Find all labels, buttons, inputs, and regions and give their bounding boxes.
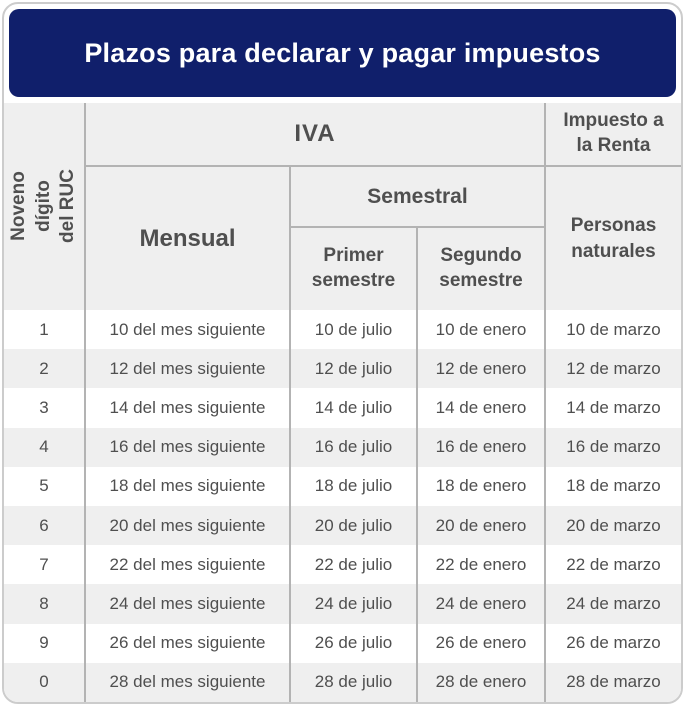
cell-iva-segundo-semestre: 14 de enero (416, 388, 544, 428)
cell-iva-mensual: 24 del mes siguiente (84, 584, 289, 624)
cell-renta-personas-naturales: 20 de marzo (544, 506, 681, 546)
table-row: 1 10 del mes siguiente 10 de julio 10 de… (4, 310, 681, 350)
cell-iva-mensual: 20 del mes siguiente (84, 506, 289, 546)
cell-renta-personas-naturales: 28 de marzo (544, 662, 681, 702)
cell-renta-personas-naturales: 26 de marzo (544, 623, 681, 663)
cell-iva-primer-semestre: 24 de julio (289, 584, 416, 624)
table-header: Noveno dígito del RUC IVA Impuesto a la … (4, 103, 681, 310)
header-personas-naturales-label: Personas naturales (570, 214, 657, 262)
table-row: 8 24 del mes siguiente 24 de julio 24 de… (4, 584, 681, 624)
header-group-impuesto-renta: Impuesto a la Renta (544, 103, 681, 167)
cell-iva-mensual: 12 del mes siguiente (84, 349, 289, 389)
header-primer-semestre-label: Primer semestre (311, 245, 396, 291)
cell-renta-personas-naturales: 12 de marzo (544, 349, 681, 389)
header-ruc-ninth-digit: Noveno dígito del RUC (4, 103, 84, 310)
cell-iva-segundo-semestre: 12 de enero (416, 349, 544, 389)
cell-renta-personas-naturales: 14 de marzo (544, 388, 681, 428)
cell-iva-mensual: 18 del mes siguiente (84, 466, 289, 507)
cell-iva-primer-semestre: 16 de julio (289, 427, 416, 467)
header-segundo-semestre-label: Segundo semestre (439, 245, 523, 291)
cell-iva-primer-semestre: 28 de julio (289, 662, 416, 702)
cell-iva-segundo-semestre: 22 de enero (416, 545, 544, 585)
cell-iva-mensual: 16 del mes siguiente (84, 427, 289, 467)
cell-ruc-digit: 8 (39, 594, 49, 614)
header-primer-semestre: Primer semestre (289, 228, 416, 310)
table-row: 5 18 del mes siguiente 18 de julio 18 de… (4, 466, 681, 507)
table-row: 9 26 del mes siguiente 26 de julio 26 de… (4, 623, 681, 663)
cell-renta-personas-naturales: 10 de marzo (544, 310, 681, 350)
title-banner: Plazos para declarar y pagar impuestos (9, 9, 676, 97)
table-row: 7 22 del mes siguiente 22 de julio 22 de… (4, 545, 681, 585)
cell-iva-mensual: 10 del mes siguiente (84, 310, 289, 350)
table-row: 2 12 del mes siguiente 12 de julio 12 de… (4, 349, 681, 389)
header-group-semestral: Semestral (289, 167, 544, 228)
cell-ruc-digit: 9 (39, 633, 49, 653)
page-title: Plazos para declarar y pagar impuestos (84, 37, 601, 68)
cell-iva-primer-semestre: 22 de julio (289, 545, 416, 585)
cell-iva-mensual: 22 del mes siguiente (84, 545, 289, 585)
table-row: 4 16 del mes siguiente 16 de julio 16 de… (4, 427, 681, 467)
table-row: 6 20 del mes siguiente 20 de julio 20 de… (4, 506, 681, 546)
cell-renta-personas-naturales: 24 de marzo (544, 584, 681, 624)
cell-iva-mensual: 26 del mes siguiente (84, 623, 289, 663)
table-row: 3 14 del mes siguiente 14 de julio 14 de… (4, 388, 681, 428)
cell-iva-segundo-semestre: 26 de enero (416, 623, 544, 663)
header-group-impuesto-renta-label: Impuesto a la Renta (563, 110, 664, 156)
table-body: 1 10 del mes siguiente 10 de julio 10 de… (4, 310, 681, 702)
cell-renta-personas-naturales: 18 de marzo (544, 466, 681, 507)
cell-iva-segundo-semestre: 24 de enero (416, 584, 544, 624)
cell-iva-segundo-semestre: 10 de enero (416, 310, 544, 350)
cell-iva-segundo-semestre: 16 de enero (416, 427, 544, 467)
cell-iva-primer-semestre: 18 de julio (289, 466, 416, 507)
header-mensual: Mensual (84, 167, 289, 310)
cell-ruc-digit: 3 (39, 398, 49, 417)
cell-renta-personas-naturales: 16 de marzo (544, 427, 681, 467)
cell-iva-mensual: 14 del mes siguiente (84, 388, 289, 428)
cell-ruc-digit: 6 (39, 515, 49, 535)
cell-iva-primer-semestre: 26 de julio (289, 623, 416, 663)
cell-iva-primer-semestre: 12 de julio (289, 349, 416, 389)
cell-ruc-digit: 2 (39, 358, 49, 378)
cell-iva-primer-semestre: 10 de julio (289, 310, 416, 350)
header-ruc-ninth-digit-label: Noveno dígito del RUC (7, 169, 79, 244)
cell-iva-primer-semestre: 20 de julio (289, 506, 416, 546)
cell-ruc-digit: 5 (39, 476, 49, 496)
header-personas-naturales: Personas naturales (544, 167, 681, 310)
cell-ruc-digit: 4 (39, 437, 49, 457)
table-row: 0 28 del mes siguiente 28 de julio 28 de… (4, 662, 681, 702)
cell-iva-segundo-semestre: 20 de enero (416, 506, 544, 546)
cell-ruc-digit: 1 (39, 319, 49, 339)
header-group-iva: IVA (84, 103, 544, 167)
cell-iva-segundo-semestre: 18 de enero (416, 466, 544, 507)
header-segundo-semestre: Segundo semestre (416, 228, 544, 310)
cell-ruc-digit: 7 (39, 554, 49, 574)
cell-ruc-digit: 0 (39, 672, 49, 692)
tax-deadlines-table: Noveno dígito del RUC IVA Impuesto a la … (4, 103, 681, 702)
cell-renta-personas-naturales: 22 de marzo (544, 545, 681, 585)
cell-iva-segundo-semestre: 28 de enero (416, 662, 544, 702)
cell-iva-primer-semestre: 14 de julio (289, 388, 416, 428)
cell-iva-mensual: 28 del mes siguiente (84, 662, 289, 702)
